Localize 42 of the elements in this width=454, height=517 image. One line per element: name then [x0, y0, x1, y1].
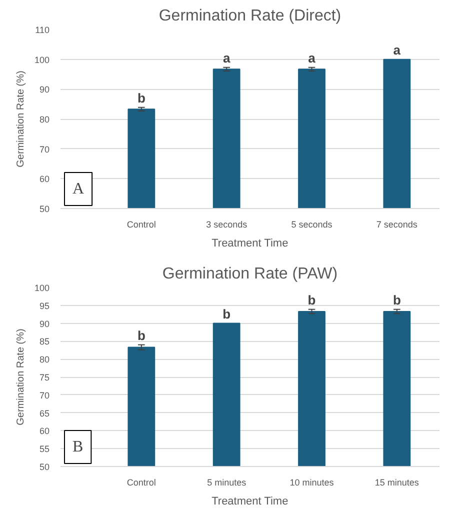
y-tick-label: 90 — [39, 318, 50, 329]
x-tick-label: 7 seconds — [376, 220, 418, 230]
annotation: b — [392, 292, 401, 308]
y-tick-label: 100 — [34, 54, 50, 65]
y-tick-label: 70 — [39, 144, 50, 154]
x-tick-label: Control — [126, 220, 156, 230]
y-tick-label: 60 — [39, 426, 50, 436]
annotation: a — [393, 42, 402, 58]
annotation: b — [137, 90, 146, 106]
y-axis-title: Germination Rate (%) — [15, 70, 26, 168]
y-tick-label: 60 — [39, 174, 50, 184]
x-axis-title: Treatment Time — [212, 496, 288, 508]
y-tick-label: 70 — [39, 390, 50, 400]
x-tick-label: 15 minutes — [374, 478, 420, 488]
x-tick-label: 10 minutes — [290, 478, 334, 488]
x-axis-title: Treatment Time — [212, 238, 288, 250]
x-tick-label: 5 minutes — [207, 478, 247, 488]
y-tick-label: 75 — [39, 372, 50, 382]
y-tick-label: 55 — [39, 444, 50, 454]
y-axis-title: Germination Rate (%) — [15, 328, 26, 426]
y-tick-label: 100 — [34, 283, 50, 293]
y-tick-label: 80 — [39, 114, 50, 124]
chart-title: Germination Rate (Direct) — [158, 8, 342, 24]
y-tick-label: 50 — [39, 204, 50, 214]
y-tick-label: 50 — [39, 462, 50, 472]
y-tick-label: 110 — [35, 25, 50, 35]
y-tick-label: 95 — [39, 300, 50, 311]
y-tick-label: 90 — [39, 84, 50, 95]
x-tick-label: 5 seconds — [291, 220, 333, 230]
x-tick-label: 3 seconds — [206, 220, 248, 230]
annotation: B — [72, 438, 84, 456]
x-tick-label: Control — [126, 478, 156, 488]
annotation: a — [308, 50, 316, 66]
annotation: a — [222, 50, 231, 66]
chart-title: Germination Rate (PAW) — [162, 266, 338, 282]
annotation: b — [222, 306, 231, 322]
y-tick-label: 65 — [39, 408, 50, 418]
annotation: b — [137, 328, 146, 343]
y-tick-label: 85 — [39, 336, 50, 347]
y-tick-label: 80 — [39, 354, 50, 365]
annotation: b — [308, 292, 316, 308]
annotation: A — [72, 180, 84, 198]
